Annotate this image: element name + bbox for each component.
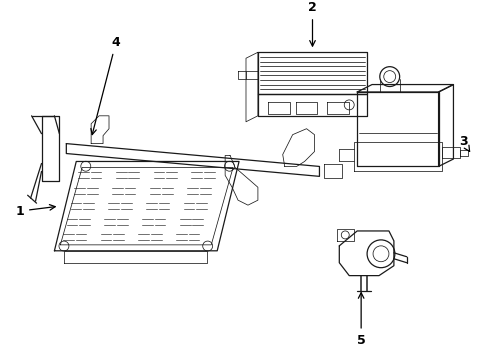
Text: 1: 1 [15,204,55,217]
Text: 5: 5 [357,293,366,347]
Text: 2: 2 [308,1,317,46]
Text: 3: 3 [459,135,469,152]
Text: 4: 4 [91,36,121,135]
